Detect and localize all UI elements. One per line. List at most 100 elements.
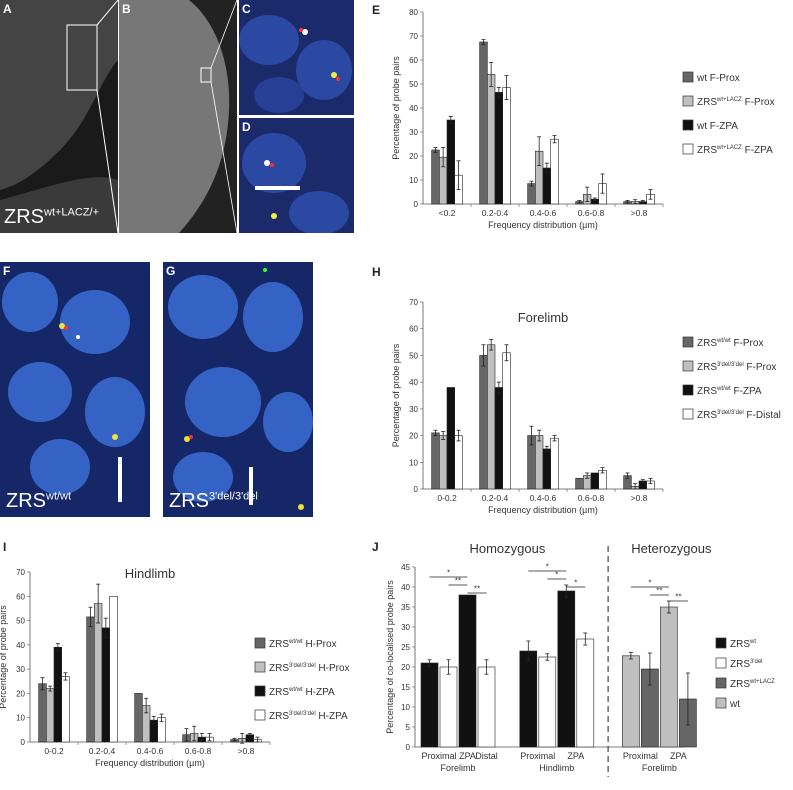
genotype-sup: wt/wt (46, 490, 72, 503)
legend-sup: wt+LACZ (716, 97, 742, 103)
legend-swatch (254, 661, 266, 673)
legend-label: ZRSwt/wt H-ZPA (269, 687, 335, 698)
bar (439, 435, 448, 490)
bar (101, 627, 110, 743)
legend-swatch (254, 637, 266, 649)
bar (46, 688, 55, 743)
chart-i: 0 10 20 30 40 50 60 70 0-0.2 0.2-0.4 0.4-0.6 0.6-0.… (0, 566, 350, 768)
legend-rest: F-ZPA (707, 121, 738, 132)
bar (519, 650, 538, 748)
significance-mark: * (546, 563, 549, 572)
legend-sup: wt/wt (716, 338, 731, 344)
x-tick-label: 0-0.2 (44, 746, 64, 756)
bar (494, 387, 503, 490)
bar (542, 448, 551, 490)
y-tick-label: 30 (409, 405, 418, 414)
x-tick-label: 0.2-0.4 (89, 746, 116, 756)
y-tick-label: 45 (401, 563, 410, 572)
significance-mark: ** (675, 593, 681, 602)
panel-c-image: C (239, 0, 354, 115)
significance-mark: * (555, 571, 558, 580)
x-sublabel: ZPA (567, 751, 584, 761)
legend-label: ZRS3'del (730, 659, 763, 670)
legend-label: ZRSwt+LACZ F-ZPA (697, 145, 773, 156)
y-tick-label: 40 (409, 104, 418, 113)
y-tick-label: 60 (409, 56, 418, 65)
bar (458, 594, 477, 748)
significance-mark: * (447, 569, 450, 578)
bar (487, 74, 496, 205)
significance-mark: * (574, 579, 577, 588)
bar (109, 595, 118, 743)
y-tick-label: 10 (409, 176, 418, 185)
panel-label-e: E (372, 3, 381, 17)
bar (446, 387, 455, 490)
legend-swatch (715, 657, 727, 669)
bar (134, 693, 143, 743)
legend-base: ZRS (269, 639, 289, 650)
chart-title: Forelimb (518, 310, 569, 325)
panel-label-b: B (122, 2, 131, 16)
panel-label-i: I (3, 540, 7, 554)
legend-swatch (682, 95, 694, 107)
title-heterozygous: Heterozygous (631, 541, 712, 556)
x-sublabel: Proximal (623, 751, 658, 761)
fish-nuclei-f (2, 272, 145, 502)
legend-rest: F-Prox (742, 97, 775, 108)
y-tick-label: 40 (16, 641, 25, 650)
y-tick-label: 30 (401, 623, 410, 632)
legend-sup: wt+LACZ (749, 679, 775, 685)
x-sublabel: Proximal (520, 751, 555, 761)
legend-sup: 3'del/3'del (289, 663, 316, 669)
legend-rest: F-ZPA (742, 145, 773, 156)
legend-swatch (254, 709, 266, 721)
legend-swatch (715, 677, 727, 689)
y-tick-label: 0 (21, 738, 26, 747)
legend-swatch (715, 697, 727, 709)
legend-base: ZRS (269, 687, 289, 698)
y-tick-label: 60 (16, 592, 25, 601)
legend-base: ZRS (730, 679, 750, 690)
legend-sup: 3'del/3'del (289, 711, 316, 717)
genotype-base: ZRS (6, 490, 46, 512)
legend-swatch (715, 637, 727, 649)
y-tick-label: 0 (414, 485, 419, 494)
y-tick-label: 0 (406, 743, 411, 752)
genotype-sup: wt+LACZ/+ (44, 206, 100, 219)
legend-rest: H-Prox (303, 639, 337, 650)
panel-label-a: A (3, 2, 12, 16)
legend-rest: F-Prox (744, 362, 777, 373)
bar (94, 603, 103, 743)
y-tick-label: 20 (401, 663, 410, 672)
x-group-label: Hindlimb (539, 763, 574, 773)
legend-label: ZRS3'del/3'del H-Prox (269, 663, 350, 674)
y-tick-label: 20 (409, 152, 418, 161)
legend-swatch (682, 360, 694, 372)
y-tick-label: 20 (16, 689, 25, 698)
x-tick-label: 0-0.2 (437, 493, 457, 503)
bar (557, 590, 576, 748)
y-tick-label: 70 (409, 32, 418, 41)
legend-base: ZRS (730, 659, 750, 670)
legend-rest: H-ZPA (303, 687, 335, 698)
legend-base: wt (696, 73, 707, 84)
y-tick-label: 40 (409, 378, 418, 387)
legend-label: wt F-ZPA (696, 121, 738, 132)
legend-swatch (254, 685, 266, 697)
panel-label-g: G (166, 264, 176, 278)
x-group-label: Forelimb (440, 763, 475, 773)
significance-mark: * (648, 579, 651, 588)
tissue-section-outline (0, 0, 118, 233)
genotype-sup: 3'del/3'del (209, 490, 258, 503)
x-tick-label: 0.6-0.8 (185, 746, 212, 756)
significance-mark: ** (656, 587, 662, 596)
panel-label-f: F (3, 264, 11, 278)
bar (494, 92, 503, 205)
y-tick-label: 10 (401, 703, 410, 712)
bar (477, 666, 496, 748)
chart-e: 0 10 20 30 40 50 60 70 80 <0.2 0.2-0.4 0.4-0.6 0.6-0… (391, 8, 775, 230)
legend-label: ZRSwt/wt F-Prox (697, 338, 763, 349)
genotype-base: ZRS (169, 490, 209, 512)
legend-sup: wt/wt (716, 386, 731, 392)
